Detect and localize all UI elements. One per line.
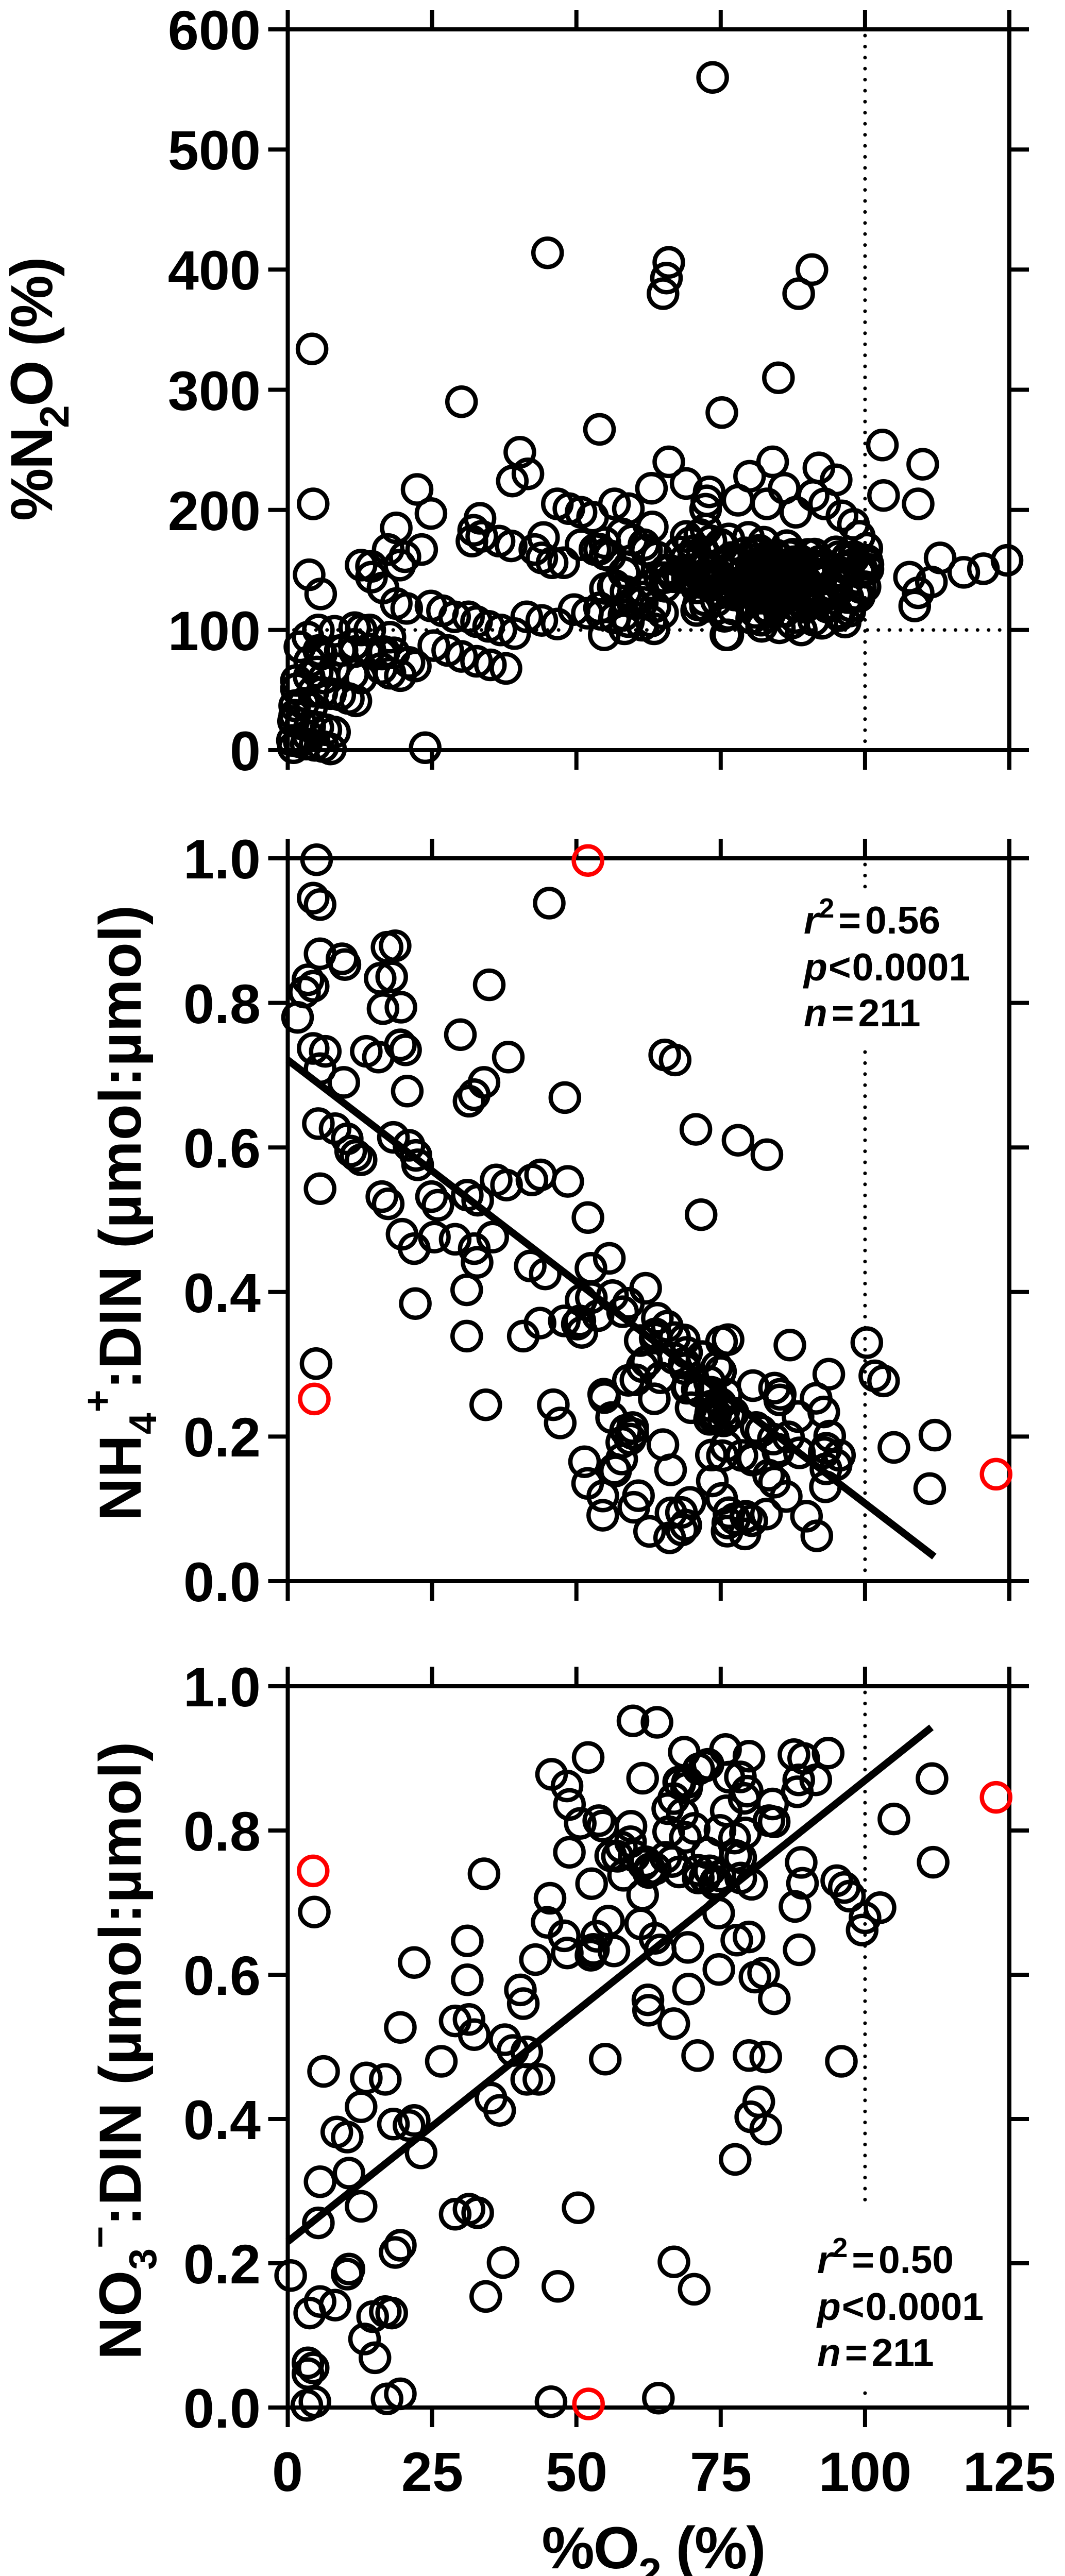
svg-text:r2=0.50: r2 = 0.50 xyxy=(817,2232,954,2281)
svg-text:1.0: 1.0 xyxy=(183,1656,261,1718)
svg-text:400: 400 xyxy=(168,239,261,301)
svg-text:100: 100 xyxy=(168,600,261,662)
svg-text:0.0: 0.0 xyxy=(183,2377,261,2439)
svg-text:25: 25 xyxy=(401,2441,463,2503)
svg-text:0.6: 0.6 xyxy=(183,1117,261,1179)
svg-text:0.6: 0.6 xyxy=(183,1944,261,2007)
svg-text:0.4: 0.4 xyxy=(183,2089,261,2151)
svg-text:75: 75 xyxy=(690,2441,752,2503)
svg-text:0: 0 xyxy=(230,720,261,782)
svg-text:0: 0 xyxy=(272,2441,303,2503)
svg-text:100: 100 xyxy=(819,2441,911,2503)
svg-text:n=211: n = 211 xyxy=(817,2331,934,2374)
svg-text:1.0: 1.0 xyxy=(183,828,261,890)
svg-text:p<0.0001: p<0.0001 xyxy=(816,2285,984,2328)
svg-text:0.8: 0.8 xyxy=(183,973,261,1035)
svg-text:0.4: 0.4 xyxy=(183,1262,261,1324)
svg-text:0.0: 0.0 xyxy=(183,1551,261,1613)
svg-text:300: 300 xyxy=(168,360,261,422)
svg-text:125: 125 xyxy=(963,2441,1056,2503)
svg-text:600: 600 xyxy=(168,0,261,61)
svg-text:%N2O (%): %N2O (%) xyxy=(0,258,77,521)
svg-text:r2=0.56: r2 = 0.56 xyxy=(804,893,940,942)
svg-text:n=211: n = 211 xyxy=(804,991,921,1035)
svg-text:200: 200 xyxy=(168,480,261,542)
svg-text:p<0.0001: p<0.0001 xyxy=(803,945,970,989)
svg-text:0.2: 0.2 xyxy=(183,2233,261,2295)
svg-text:0.2: 0.2 xyxy=(183,1406,261,1468)
svg-text:500: 500 xyxy=(168,119,261,181)
svg-text:50: 50 xyxy=(546,2441,607,2503)
svg-text:0.8: 0.8 xyxy=(183,1800,261,1862)
